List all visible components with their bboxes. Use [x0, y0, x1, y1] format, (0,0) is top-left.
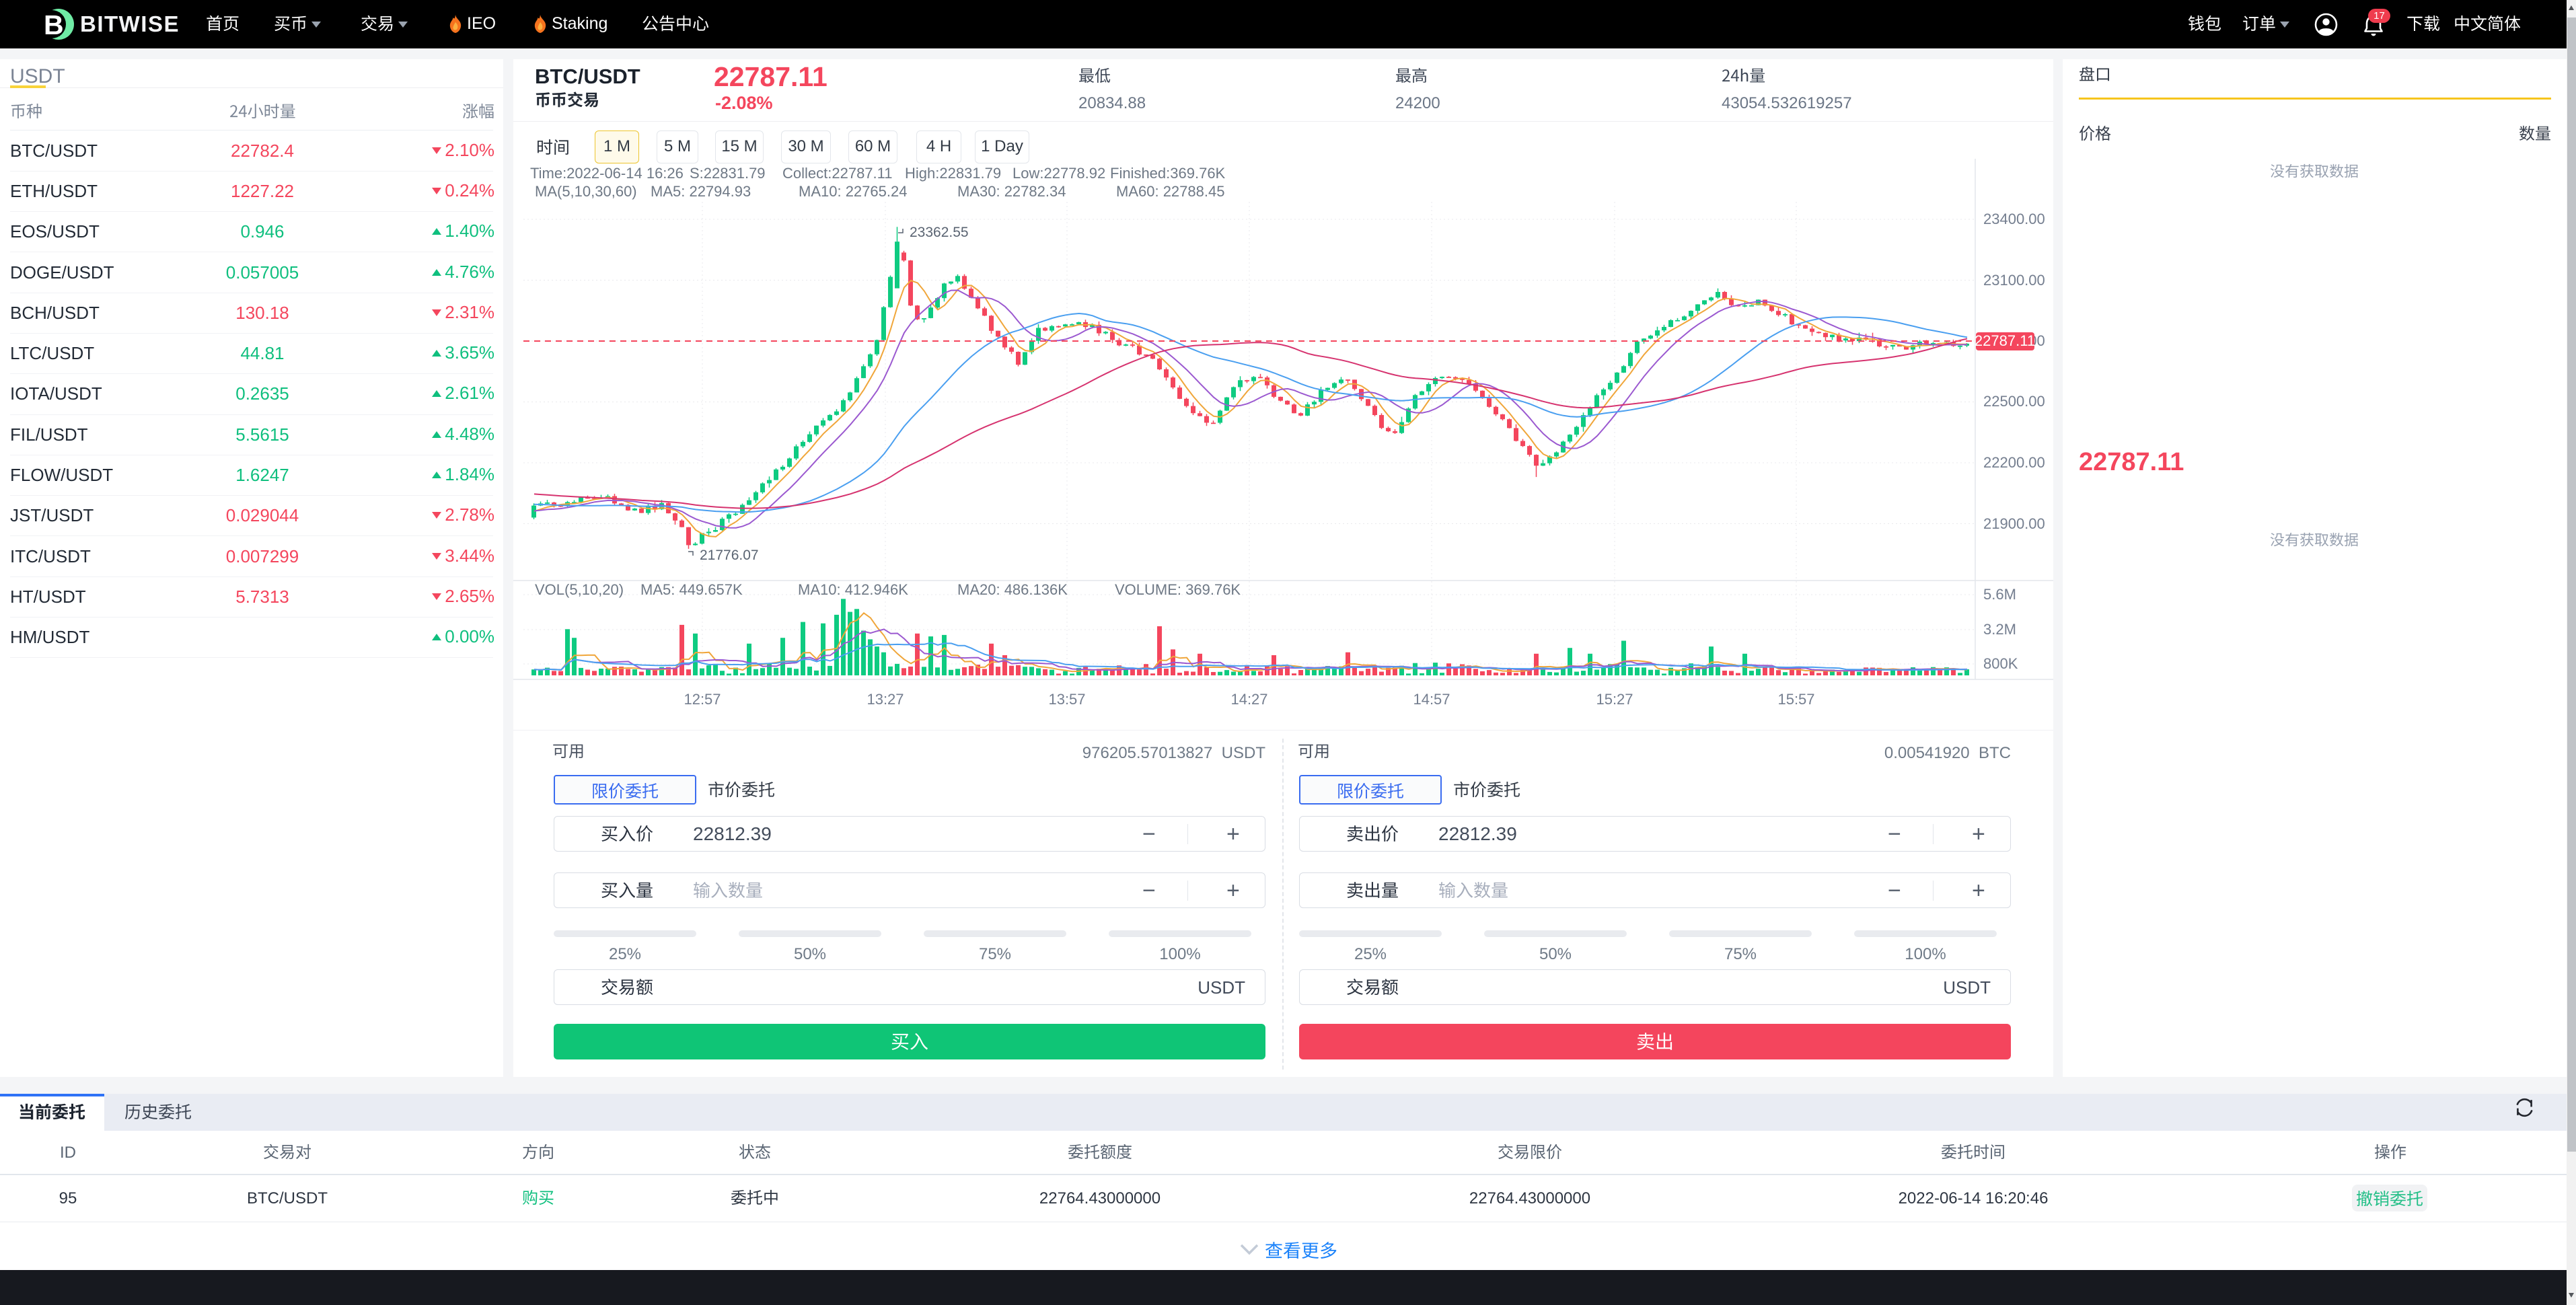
svg-text:22200.00: 22200.00: [1983, 454, 2045, 471]
svg-text:MA5: 22794.93: MA5: 22794.93: [651, 183, 751, 200]
svg-text:Finished:369.76K: Finished:369.76K: [1110, 165, 1226, 182]
svg-text:21776.07: 21776.07: [700, 548, 759, 563]
svg-text:S:22831.79: S:22831.79: [690, 165, 766, 182]
svg-text:13:57: 13:57: [1048, 691, 1085, 708]
svg-text:MA30: 22782.34: MA30: 22782.34: [957, 183, 1066, 200]
svg-text:800K: 800K: [1983, 655, 2018, 672]
svg-text:14:57: 14:57: [1413, 691, 1450, 708]
svg-text:VOL(5,10,20): VOL(5,10,20): [535, 581, 624, 598]
svg-text:Low:22778.92: Low:22778.92: [1013, 165, 1105, 182]
svg-text:3.2M: 3.2M: [1983, 621, 2016, 638]
svg-text:23362.55: 23362.55: [910, 225, 969, 240]
svg-text:B: B: [44, 9, 64, 40]
svg-text:5.6M: 5.6M: [1983, 586, 2016, 603]
svg-text:MA60: 22788.45: MA60: 22788.45: [1116, 183, 1224, 200]
svg-text:MA10: 22765.24: MA10: 22765.24: [799, 183, 907, 200]
svg-text:23100.00: 23100.00: [1983, 272, 2045, 289]
svg-text:21900.00: 21900.00: [1983, 515, 2045, 532]
svg-text:MA(5,10,30,60): MA(5,10,30,60): [535, 183, 637, 200]
svg-text:14:27: 14:27: [1230, 691, 1267, 708]
svg-text:13:27: 13:27: [867, 691, 904, 708]
svg-text:MA5: 449.657K: MA5: 449.657K: [640, 581, 743, 598]
svg-text:12:57: 12:57: [684, 691, 721, 708]
svg-text:High:22831.79: High:22831.79: [905, 165, 1001, 182]
svg-text:MA10: 412.946K: MA10: 412.946K: [798, 581, 908, 598]
svg-text:MA20: 486.136K: MA20: 486.136K: [957, 581, 1068, 598]
svg-text:Collect:22787.11: Collect:22787.11: [782, 165, 893, 182]
svg-text:15:27: 15:27: [1596, 691, 1633, 708]
svg-text:Time:2022-06-14 16:26: Time:2022-06-14 16:26: [530, 165, 684, 182]
svg-text:22500.00: 22500.00: [1983, 393, 2045, 410]
svg-text:VOLUME: 369.76K: VOLUME: 369.76K: [1115, 581, 1241, 598]
svg-text:22787.11: 22787.11: [1975, 332, 2035, 349]
svg-text:23400.00: 23400.00: [1983, 211, 2045, 227]
svg-text:15:57: 15:57: [1777, 691, 1814, 708]
